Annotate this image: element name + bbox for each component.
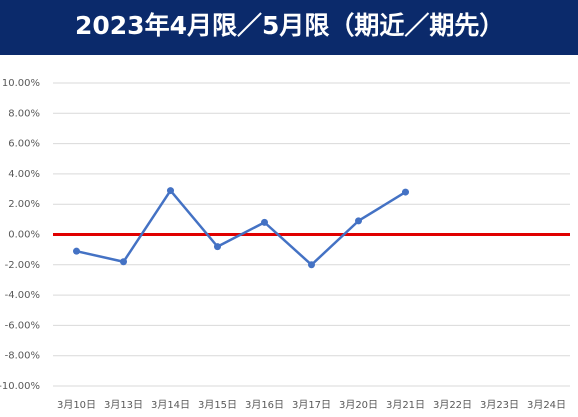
y-tick-label: 8.00% xyxy=(8,108,40,119)
series-line xyxy=(76,189,407,267)
data-point xyxy=(308,261,315,269)
y-tick-label: -10.00% xyxy=(0,381,40,392)
x-tick-label: 3月10日 xyxy=(57,399,96,411)
y-tick-label: -4.00% xyxy=(5,290,40,301)
x-tick-label: 3月16日 xyxy=(245,399,284,411)
data-point xyxy=(167,187,174,195)
x-tick-label: 3月14日 xyxy=(151,399,190,411)
x-tick-label: 3月21日 xyxy=(386,399,425,411)
data-point xyxy=(120,258,127,266)
x-tick-label: 3月23日 xyxy=(480,399,519,411)
x-tick-label: 3月15日 xyxy=(198,399,237,411)
x-tick-label: 3月17日 xyxy=(292,399,331,411)
y-tick-label: 2.00% xyxy=(8,199,40,210)
x-tick-label: 3月22日 xyxy=(433,399,472,411)
data-point xyxy=(355,217,362,225)
y-tick-label: 4.00% xyxy=(8,169,40,180)
chart-title: 2023年4月限／5月限（期近／期先） xyxy=(75,11,504,40)
title-banner xyxy=(0,0,578,55)
data-point xyxy=(261,218,268,226)
data-point xyxy=(214,243,221,251)
y-tick-label: -8.00% xyxy=(5,351,40,362)
x-tick-label: 3月20日 xyxy=(339,399,378,411)
y-tick-label: 6.00% xyxy=(8,139,40,150)
y-tick-label: -2.00% xyxy=(5,260,40,271)
x-tick-label: 3月13日 xyxy=(104,399,143,411)
x-tick-label: 3月24日 xyxy=(527,399,566,411)
data-point xyxy=(73,247,80,255)
y-tick-label: 0.00% xyxy=(8,230,40,241)
y-tick-label: -6.00% xyxy=(5,320,40,331)
y-tick-label: 10.00% xyxy=(2,78,40,89)
data-point xyxy=(402,188,409,196)
